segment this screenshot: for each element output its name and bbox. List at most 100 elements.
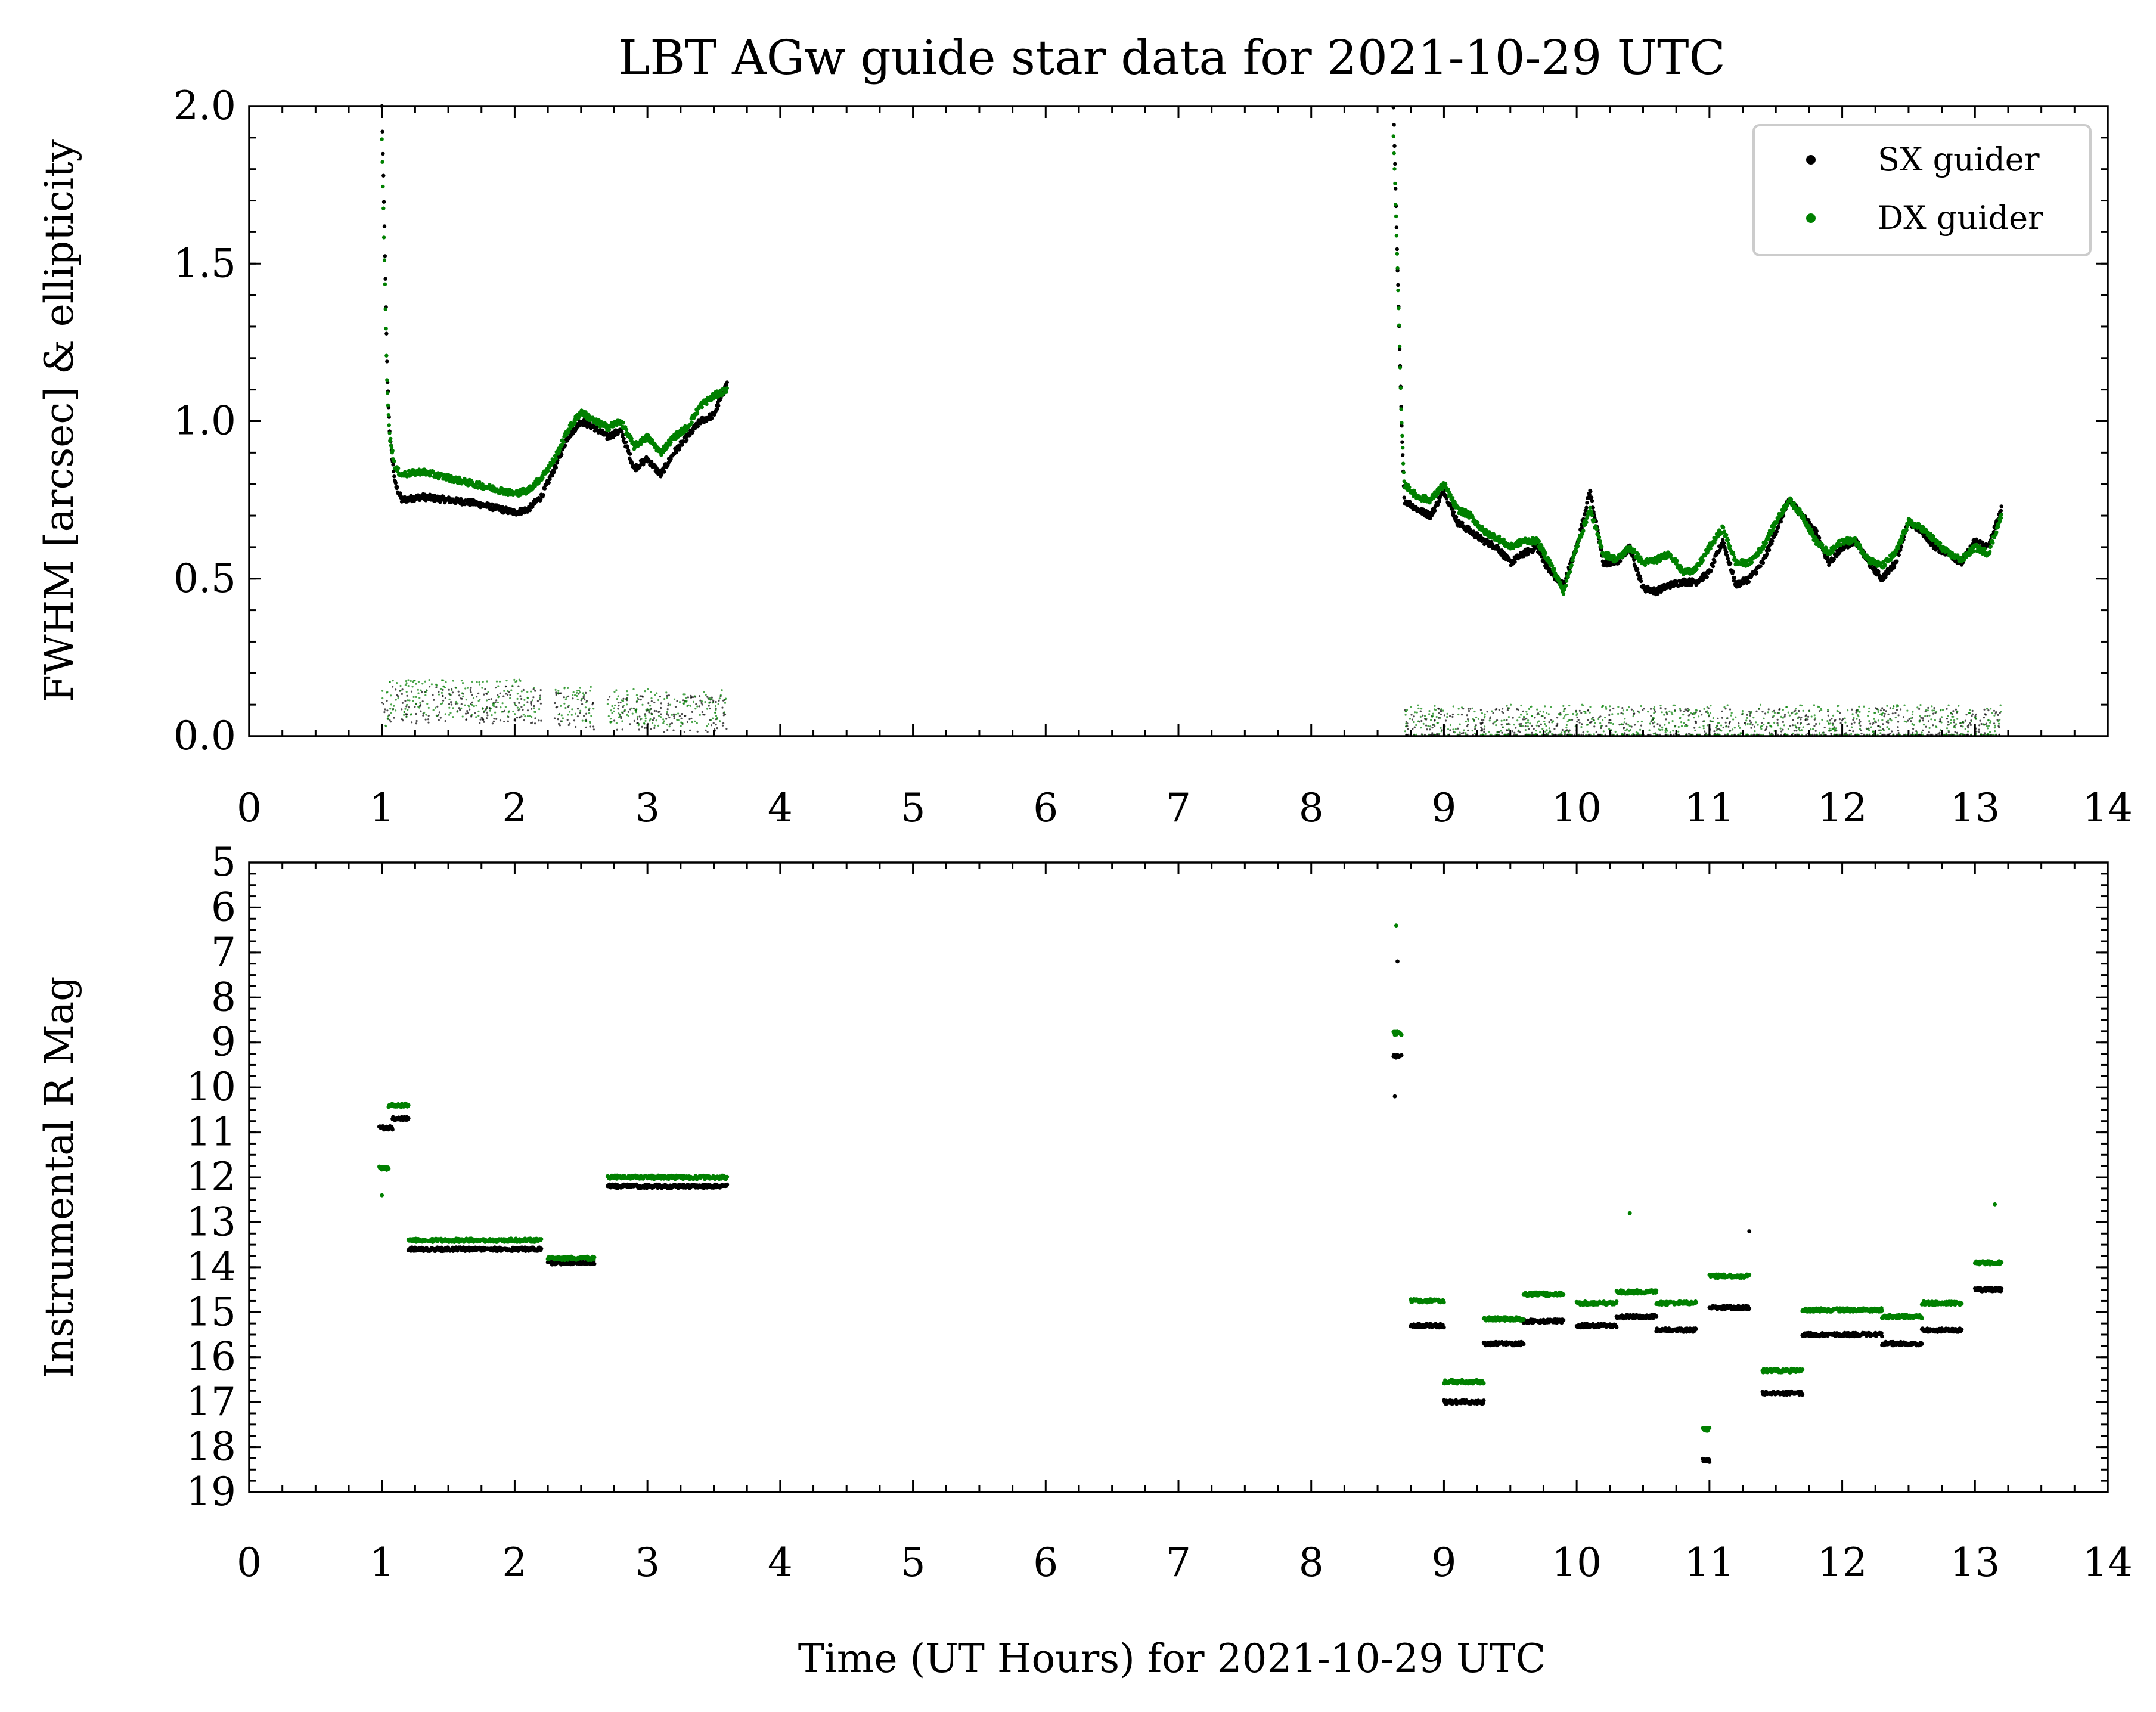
ellipticity-point	[1939, 718, 1941, 721]
ellipticity-point	[1827, 710, 1829, 712]
fwhm-point	[1451, 510, 1456, 514]
fwhm-point	[621, 433, 625, 437]
ellipticity-point	[725, 728, 728, 730]
fwhm-point	[385, 359, 389, 364]
ellipticity-point	[589, 725, 591, 728]
ellipticity-point	[687, 696, 689, 699]
ellipticity-point	[473, 705, 475, 708]
ellipticity-point	[1852, 730, 1854, 733]
fwhm-point	[1767, 548, 1772, 552]
ellipticity-point	[425, 714, 427, 716]
ellipticity-point	[533, 705, 535, 708]
ellipticity-point	[471, 693, 473, 696]
ellipticity-point	[1908, 718, 1910, 720]
ellipticity-point	[435, 714, 438, 717]
ellipticity-point	[440, 703, 442, 705]
ellipticity-point	[415, 712, 417, 715]
ellipticity-point	[1814, 730, 1817, 732]
ellipticity-point	[1543, 717, 1546, 719]
fwhm-point	[387, 431, 392, 435]
ellipticity-point	[1443, 714, 1445, 717]
ellipticity-point	[1612, 707, 1615, 710]
ellipticity-point	[1483, 728, 1485, 731]
ellipticity-point	[1776, 718, 1779, 721]
ellipticity-point	[698, 705, 700, 708]
ellipticity-point	[619, 701, 622, 704]
ellipticity-point	[415, 722, 418, 725]
fwhm-point	[1400, 421, 1404, 425]
ellipticity-point	[1608, 714, 1611, 717]
ellipticity-point	[405, 682, 408, 684]
ellipticity-point	[585, 712, 588, 715]
ellipticity-point	[438, 690, 440, 693]
ellipticity-point	[686, 721, 688, 723]
ellipticity-point	[434, 706, 437, 709]
ellipticity-point	[1587, 709, 1589, 712]
ellipticity-point	[1751, 724, 1754, 726]
fwhm-point	[1820, 542, 1825, 547]
ellipticity-point	[1618, 724, 1621, 726]
fwhm-point	[1398, 365, 1403, 370]
fwhm-point	[1900, 538, 1904, 542]
ellipticity-point	[420, 710, 422, 712]
ellipticity-point	[672, 713, 675, 715]
ellipticity-point	[622, 697, 625, 700]
ellipticity-point	[1561, 728, 1564, 731]
ellipticity-point	[1527, 728, 1530, 730]
ellipticity-point	[486, 707, 488, 709]
fwhm-point	[641, 463, 646, 467]
ellipticity-point	[427, 721, 430, 724]
ellipticity-point	[676, 700, 678, 702]
ellipticity-point	[653, 727, 656, 730]
ellipticity-point	[1883, 715, 1885, 718]
fwhm-point	[1585, 501, 1589, 505]
fwhm-point	[1397, 347, 1402, 351]
ellipticity-point	[389, 681, 391, 683]
ellipticity-point	[486, 693, 488, 695]
fwhm-point	[1775, 529, 1779, 534]
ellipticity-point	[493, 718, 495, 720]
ellipticity-point	[653, 701, 656, 704]
fwhm-point	[1392, 151, 1396, 156]
ellipticity-point	[1846, 725, 1848, 727]
ellipticity-point	[1724, 708, 1727, 710]
ellipticity-point	[1431, 727, 1434, 729]
ellipticity-point	[1693, 727, 1696, 729]
fwhm-point	[382, 258, 387, 262]
ellipticity-point	[1695, 722, 1697, 724]
ellipticity-point	[404, 700, 407, 702]
ellipticity-point	[1429, 728, 1431, 731]
fwhm-data-layer	[380, 104, 2003, 736]
ellipticity-point	[468, 705, 470, 708]
ellipticity-point	[523, 719, 526, 722]
ellipticity-point	[556, 706, 559, 708]
ellipticity-point	[1897, 721, 1900, 723]
ellipticity-point	[533, 687, 535, 689]
ellipticity-point	[1952, 710, 1955, 712]
fwhm-point	[690, 420, 694, 425]
fwhm-point	[695, 411, 700, 415]
ellipticity-point	[1578, 709, 1581, 712]
ellipticity-point	[408, 699, 411, 702]
ellipticity-point	[401, 688, 404, 691]
fwhm-point	[1721, 525, 1726, 529]
ellipticity-point	[650, 728, 652, 730]
ellipticity-point	[1804, 719, 1807, 721]
fwhm-point	[1996, 525, 2000, 529]
ellipticity-point	[669, 723, 672, 725]
ellipticity-point	[1479, 709, 1482, 711]
fwhm-point	[1588, 505, 1592, 510]
fwhm-point	[1832, 557, 1837, 562]
fwhm-point	[1397, 323, 1401, 327]
ellipticity-point	[1713, 730, 1716, 733]
fwhm-point	[541, 493, 545, 497]
fwhm-point	[1987, 550, 1992, 554]
ellipticity-point	[1722, 726, 1724, 729]
fwhm-point	[1731, 570, 1735, 574]
fwhm-point	[380, 137, 384, 141]
fwhm-point	[1592, 518, 1596, 522]
ellipticity-point	[516, 717, 519, 719]
fwhm-point	[1594, 527, 1599, 531]
ellipticity-point	[715, 724, 717, 726]
ellipticity-point	[516, 680, 518, 683]
